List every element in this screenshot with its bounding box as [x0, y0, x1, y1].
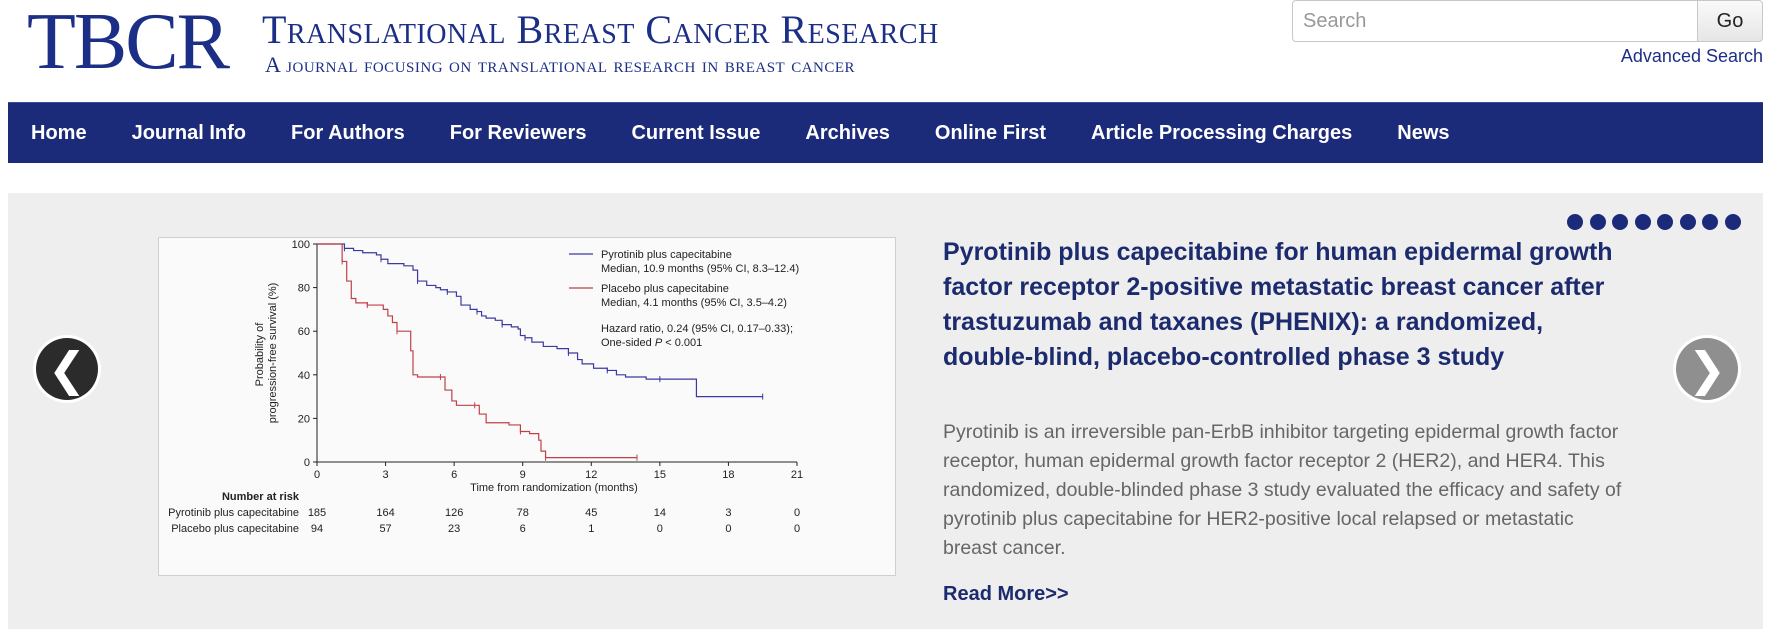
nav-journal-info[interactable]: Journal Info — [131, 121, 247, 144]
carousel-dot[interactable] — [1657, 214, 1673, 230]
main-nav: Home Journal Info For Authors For Review… — [8, 102, 1763, 163]
hazard-ratio-text: Hazard ratio, 0.24 (95% CI, 0.17–0.33); — [601, 323, 793, 335]
nav-article-processing-charges[interactable]: Article Processing Charges — [1091, 121, 1353, 144]
x-tick-label: 0 — [314, 469, 320, 481]
risk-count: 0 — [794, 523, 800, 535]
nav-online-first[interactable]: Online First — [934, 121, 1047, 144]
x-axis-title: Time from randomization (months) — [470, 482, 638, 494]
nav-news[interactable]: News — [1397, 121, 1450, 144]
x-tick-label: 21 — [791, 469, 803, 481]
nav-current-issue[interactable]: Current Issue — [631, 121, 761, 144]
article-figure[interactable]: 0 3 6 9 12 15 18 21 0 20 40 60 80 100 Time from random… — [158, 237, 896, 576]
y-axis-title: Probability of progression-free survival… — [254, 283, 279, 424]
risk-row-label: Pyrotinib plus capecitabine — [168, 507, 299, 519]
carousel-next-button[interactable]: ❯ — [1676, 338, 1738, 400]
article-abstract: Pyrotinib is an irreversible pan-ErbB in… — [943, 421, 1622, 559]
y-tick-label: 60 — [298, 326, 310, 338]
p-value-text: One-sided P < 0.001 — [601, 337, 702, 349]
site-header: TBCR Translational Breast Cancer Researc… — [0, 0, 1769, 100]
carousel-dot[interactable] — [1702, 214, 1718, 230]
risk-count: 78 — [517, 507, 529, 519]
series-line-pyrotinib — [317, 243, 763, 398]
nav-home[interactable]: Home — [31, 121, 87, 144]
read-more-link[interactable]: Read More>> — [943, 583, 1069, 605]
logo-title[interactable]: Translational Breast Cancer Research — [262, 7, 939, 52]
risk-count: 126 — [445, 507, 463, 519]
x-tick-label: 6 — [451, 469, 457, 481]
x-tick-label: 12 — [585, 469, 597, 481]
risk-count: 185 — [308, 507, 326, 519]
search-go-button[interactable]: Go — [1697, 0, 1763, 42]
carousel-dot[interactable] — [1679, 214, 1696, 230]
risk-count: 6 — [520, 523, 526, 535]
risk-count: 164 — [376, 507, 394, 519]
risk-count: 0 — [794, 507, 800, 519]
risk-count: 3 — [725, 507, 731, 519]
risk-count: 94 — [311, 523, 323, 535]
x-tick-label: 15 — [654, 469, 666, 481]
risk-count: 23 — [448, 523, 460, 535]
carousel-dot[interactable] — [1724, 214, 1741, 230]
featured-carousel: ❮ ❯ 0 3 6 9 12 15 18 21 0 20 40 60 80 100 Time from ra… — [8, 193, 1763, 629]
y-tick-label: 0 — [304, 457, 310, 469]
risk-table-title: Number at risk — [222, 491, 300, 503]
carousel-dot[interactable] — [1567, 214, 1583, 230]
y-tick-label: 80 — [298, 283, 310, 295]
nav-for-reviewers[interactable]: For Reviewers — [449, 121, 587, 144]
y-tick-label: 100 — [292, 239, 310, 251]
risk-count: 45 — [585, 507, 597, 519]
legend-label: Pyrotinib plus capecitabine — [601, 249, 732, 261]
x-tick-label: 18 — [722, 469, 734, 481]
advanced-search-link[interactable]: Advanced Search — [1620, 46, 1763, 66]
logo-mark[interactable]: TBCR — [27, 0, 230, 86]
carousel-prev-button[interactable]: ❮ — [36, 338, 98, 400]
risk-count: 14 — [654, 507, 666, 519]
carousel-dot[interactable] — [1589, 214, 1606, 230]
risk-count: 1 — [588, 523, 594, 535]
carousel-pagination — [1567, 214, 1747, 230]
logo-tagline: A journal focusing on translational rese… — [265, 52, 856, 77]
risk-count: 57 — [379, 523, 391, 535]
legend-median: Median, 10.9 months (95% CI, 8.3–12.4) — [601, 263, 799, 275]
y-tick-label: 40 — [298, 370, 310, 382]
nav-for-authors[interactable]: For Authors — [291, 121, 405, 144]
article-title[interactable]: Pyrotinib plus capecitabine for human ep… — [943, 238, 1613, 371]
series-line-placebo — [317, 243, 637, 459]
carousel-dot[interactable] — [1634, 214, 1651, 230]
legend-label: Placebo plus capecitabine — [601, 283, 729, 295]
risk-count: 0 — [657, 523, 663, 535]
risk-row-label: Placebo plus capecitabine — [171, 523, 299, 535]
x-tick-label: 3 — [383, 469, 389, 481]
nav-archives[interactable]: Archives — [805, 121, 890, 144]
x-tick-label: 9 — [520, 469, 526, 481]
legend-median: Median, 4.1 months (95% CI, 3.5–4.2) — [601, 297, 787, 309]
risk-count: 0 — [725, 523, 731, 535]
carousel-dot[interactable] — [1612, 214, 1628, 230]
search-input[interactable] — [1292, 0, 1698, 42]
y-tick-label: 20 — [298, 413, 310, 425]
